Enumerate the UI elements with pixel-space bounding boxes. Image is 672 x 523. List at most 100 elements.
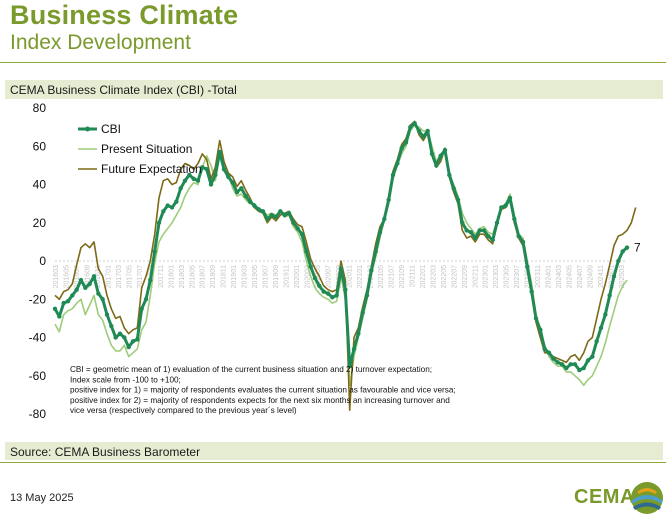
cbi-point	[87, 281, 92, 287]
x-tick-label: 201809	[210, 265, 217, 288]
cbi-point	[200, 165, 205, 170]
cbi-point	[70, 293, 75, 298]
chart-header-text: CEMA Business Climate Index (CBI) -Total	[10, 83, 237, 97]
cbi-point	[109, 323, 114, 329]
cbi-point	[273, 214, 279, 220]
cbi-point	[421, 134, 426, 139]
x-tick-label: 201801	[168, 265, 175, 288]
x-tick-label: 202203	[430, 265, 437, 288]
y-tick-label: 80	[33, 101, 47, 115]
end-value-label: 7	[634, 241, 641, 255]
cbi-point	[74, 287, 79, 292]
cbi-point	[429, 151, 435, 157]
y-tick-label: 20	[33, 216, 47, 230]
cbi-point	[507, 195, 513, 201]
cbi-point	[78, 277, 84, 283]
x-tick-label: 202405	[567, 265, 574, 288]
cbi-point	[100, 297, 105, 302]
cbi-point	[312, 276, 318, 281]
cbi-point	[117, 331, 123, 336]
cbi-point	[351, 346, 357, 352]
cbi-point	[603, 312, 608, 317]
cbi-point	[369, 268, 374, 273]
cbi-point	[447, 172, 452, 178]
source-band: Source: CEMA Business Barometer	[5, 442, 663, 460]
cbi-point	[551, 356, 556, 361]
x-tick-label: 202007	[326, 265, 333, 288]
note-line: vice versa (respectively compared to the…	[70, 406, 297, 415]
cbi-point	[152, 249, 157, 254]
cbi-point	[577, 367, 582, 373]
cbi-point	[299, 232, 305, 237]
x-tick-label: 201603	[53, 265, 60, 288]
logo-emblem-icon	[631, 482, 663, 514]
cbi-point	[542, 346, 547, 352]
cbi-point	[382, 216, 387, 222]
legend-marker	[85, 126, 90, 132]
cbi-point	[295, 226, 300, 231]
cbi-point	[568, 362, 573, 367]
report-date: 13 May 2025	[10, 492, 74, 504]
cbi-point	[61, 300, 66, 306]
x-tick-label: 202205	[441, 265, 448, 288]
cbi-point	[338, 266, 344, 271]
x-tick-label: 201901	[231, 265, 238, 288]
cbi-point	[334, 293, 339, 298]
x-tick-label: 201705	[126, 265, 133, 288]
cbi-point	[503, 203, 508, 208]
cbi-point	[187, 172, 192, 178]
cbi-point	[243, 193, 248, 199]
series-lines	[52, 120, 637, 412]
cbi-point	[425, 128, 430, 134]
cbi-point	[208, 182, 214, 187]
x-tick-label: 201805	[189, 265, 196, 288]
x-tick-label: 202311	[535, 265, 542, 288]
cbi-point	[165, 203, 170, 208]
cbi-point	[607, 293, 612, 298]
cbi-point	[304, 249, 309, 254]
cbi-point	[260, 209, 266, 214]
cbi-point	[590, 354, 595, 359]
cbi-point	[252, 203, 257, 208]
cema-logo: CEMA	[574, 480, 666, 516]
cbi-point	[213, 172, 218, 178]
cbi-point	[317, 283, 322, 289]
cbi-point	[139, 306, 144, 312]
x-tick-label: 202001	[294, 265, 301, 288]
cbi-point	[113, 335, 118, 340]
cbi-point	[291, 220, 296, 225]
cbi-point	[330, 295, 335, 300]
cbi-point	[395, 161, 400, 166]
cbi-point	[408, 124, 413, 130]
header-rule	[0, 62, 666, 63]
x-tick-label: 202209	[462, 265, 469, 288]
y-tick-label: -80	[29, 407, 47, 421]
cbi-point	[182, 178, 188, 183]
x-tick-label: 202107	[388, 265, 395, 288]
cbi-point	[620, 249, 625, 254]
legend-label: Present Situation	[101, 142, 192, 156]
cbi-point	[477, 228, 482, 233]
cbi-point	[308, 264, 313, 269]
x-tick-label: 201605	[63, 265, 70, 288]
x-tick-label: 202005	[315, 265, 322, 288]
x-tick-label: 201811	[221, 265, 228, 288]
cbi-point	[403, 140, 409, 145]
y-tick-label: 40	[33, 178, 47, 192]
legend-label: Future Expectation	[101, 162, 202, 176]
x-tick-label: 202411	[598, 265, 605, 288]
x-tick-label: 201701	[105, 265, 112, 288]
cbi-point	[174, 199, 179, 204]
note-line: positive index for 1) = majority of resp…	[70, 386, 456, 395]
cbi-point	[282, 212, 287, 218]
cbi-point	[559, 362, 565, 367]
cbi-point	[204, 167, 209, 172]
note-line: CBI = geometric mean of 1) evaluation of…	[70, 365, 432, 374]
y-tick-label: -40	[29, 331, 47, 345]
cbi-point	[416, 128, 422, 134]
cbi-point	[265, 216, 270, 222]
x-tick-label: 202407	[577, 265, 584, 288]
x-tick-label: 202401	[546, 265, 553, 288]
cbi-point	[572, 362, 578, 367]
cbi-point	[96, 291, 101, 296]
